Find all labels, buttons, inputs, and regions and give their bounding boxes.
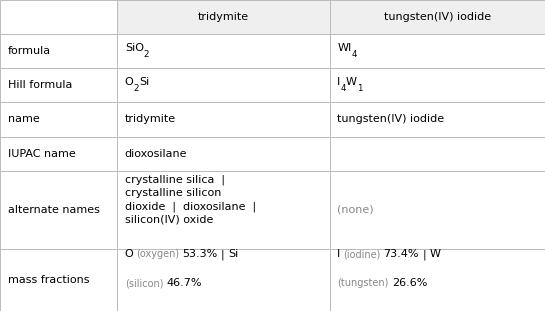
Text: W: W [430, 249, 441, 259]
Text: formula: formula [8, 46, 51, 56]
Text: name: name [8, 114, 39, 124]
Text: tungsten(IV) iodide: tungsten(IV) iodide [384, 12, 491, 22]
Text: 53.3%: 53.3% [182, 249, 217, 259]
Bar [330, 102, 545, 137]
Text: |: | [422, 249, 426, 260]
Text: 4: 4 [352, 50, 357, 59]
Bar [117, 34, 330, 68]
Text: (iodine): (iodine) [343, 249, 380, 259]
Bar [117, 249, 330, 311]
Bar [117, 137, 330, 171]
Bar [0, 102, 117, 137]
Bar [330, 68, 545, 102]
Bar [117, 0, 330, 34]
Text: I: I [337, 249, 341, 259]
Text: IUPAC name: IUPAC name [8, 149, 75, 159]
Text: dioxosilane: dioxosilane [125, 149, 187, 159]
Text: (none): (none) [337, 205, 374, 215]
Text: (silicon): (silicon) [125, 278, 164, 288]
Text: 2: 2 [144, 50, 149, 59]
Text: Hill formula: Hill formula [8, 80, 72, 90]
Bar [330, 0, 545, 34]
Bar [330, 137, 545, 171]
Text: (tungsten): (tungsten) [337, 278, 389, 288]
Text: O: O [125, 77, 134, 87]
Text: 1: 1 [357, 84, 362, 93]
Text: O: O [125, 249, 134, 259]
Text: SiO: SiO [125, 43, 144, 53]
Bar [330, 171, 545, 249]
Text: 4: 4 [341, 84, 346, 93]
Text: 73.4%: 73.4% [384, 249, 419, 259]
Text: alternate names: alternate names [8, 205, 100, 215]
Bar [117, 68, 330, 102]
Bar [330, 249, 545, 311]
Bar [0, 68, 117, 102]
Bar [0, 137, 117, 171]
Bar [117, 171, 330, 249]
Text: tridymite: tridymite [125, 114, 176, 124]
Text: Si: Si [139, 77, 149, 87]
Bar [0, 249, 117, 311]
Text: crystalline silica  |
crystalline silicon
dioxide  |  dioxosilane  |
silicon(IV): crystalline silica | crystalline silicon… [125, 175, 256, 225]
Bar [330, 34, 545, 68]
Bar [0, 34, 117, 68]
Text: I: I [337, 77, 341, 87]
Text: 2: 2 [134, 84, 139, 93]
Text: 46.7%: 46.7% [167, 278, 202, 288]
Bar [0, 0, 117, 34]
Bar [117, 102, 330, 137]
Text: mass fractions: mass fractions [8, 275, 89, 285]
Text: tungsten(IV) iodide: tungsten(IV) iodide [337, 114, 445, 124]
Text: tridymite: tridymite [198, 12, 249, 22]
Bar [0, 171, 117, 249]
Text: 26.6%: 26.6% [392, 278, 427, 288]
Text: WI: WI [337, 43, 352, 53]
Text: |: | [221, 249, 225, 260]
Text: (oxygen): (oxygen) [136, 249, 179, 259]
Text: W: W [346, 77, 357, 87]
Text: Si: Si [228, 249, 239, 259]
